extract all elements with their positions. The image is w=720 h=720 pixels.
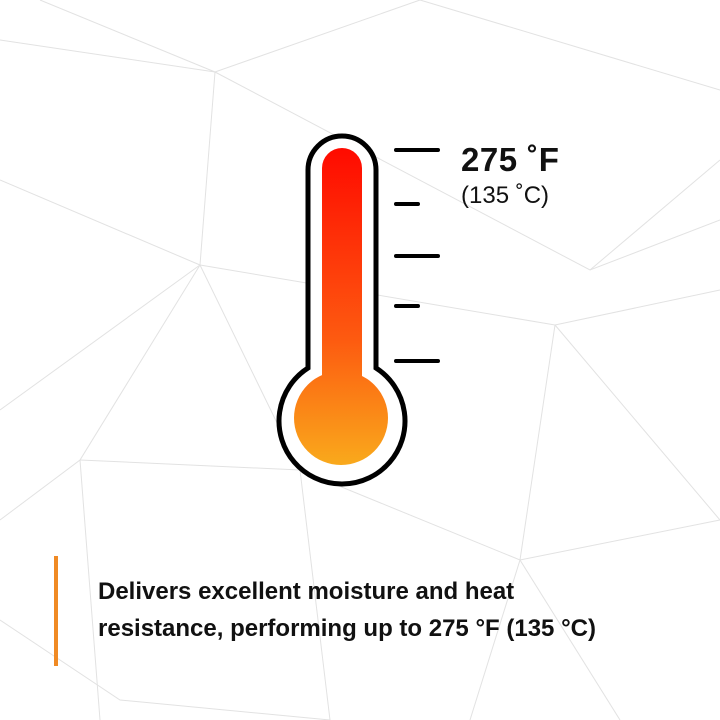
thermometer-stem-fill	[322, 148, 362, 418]
caption-line-1: Delivers excellent moisture and heat	[98, 578, 515, 605]
accent-bar	[54, 556, 58, 666]
temperature-fahrenheit: 275 ˚F	[461, 141, 560, 178]
feature-caption: Delivers excellent moisture and heat res…	[98, 573, 698, 647]
temperature-celsius: (135 ˚C)	[461, 182, 550, 209]
caption-line-2: resistance, performing up to 275 °F (135…	[98, 615, 596, 642]
thermometer-bulb-fill	[294, 371, 388, 465]
